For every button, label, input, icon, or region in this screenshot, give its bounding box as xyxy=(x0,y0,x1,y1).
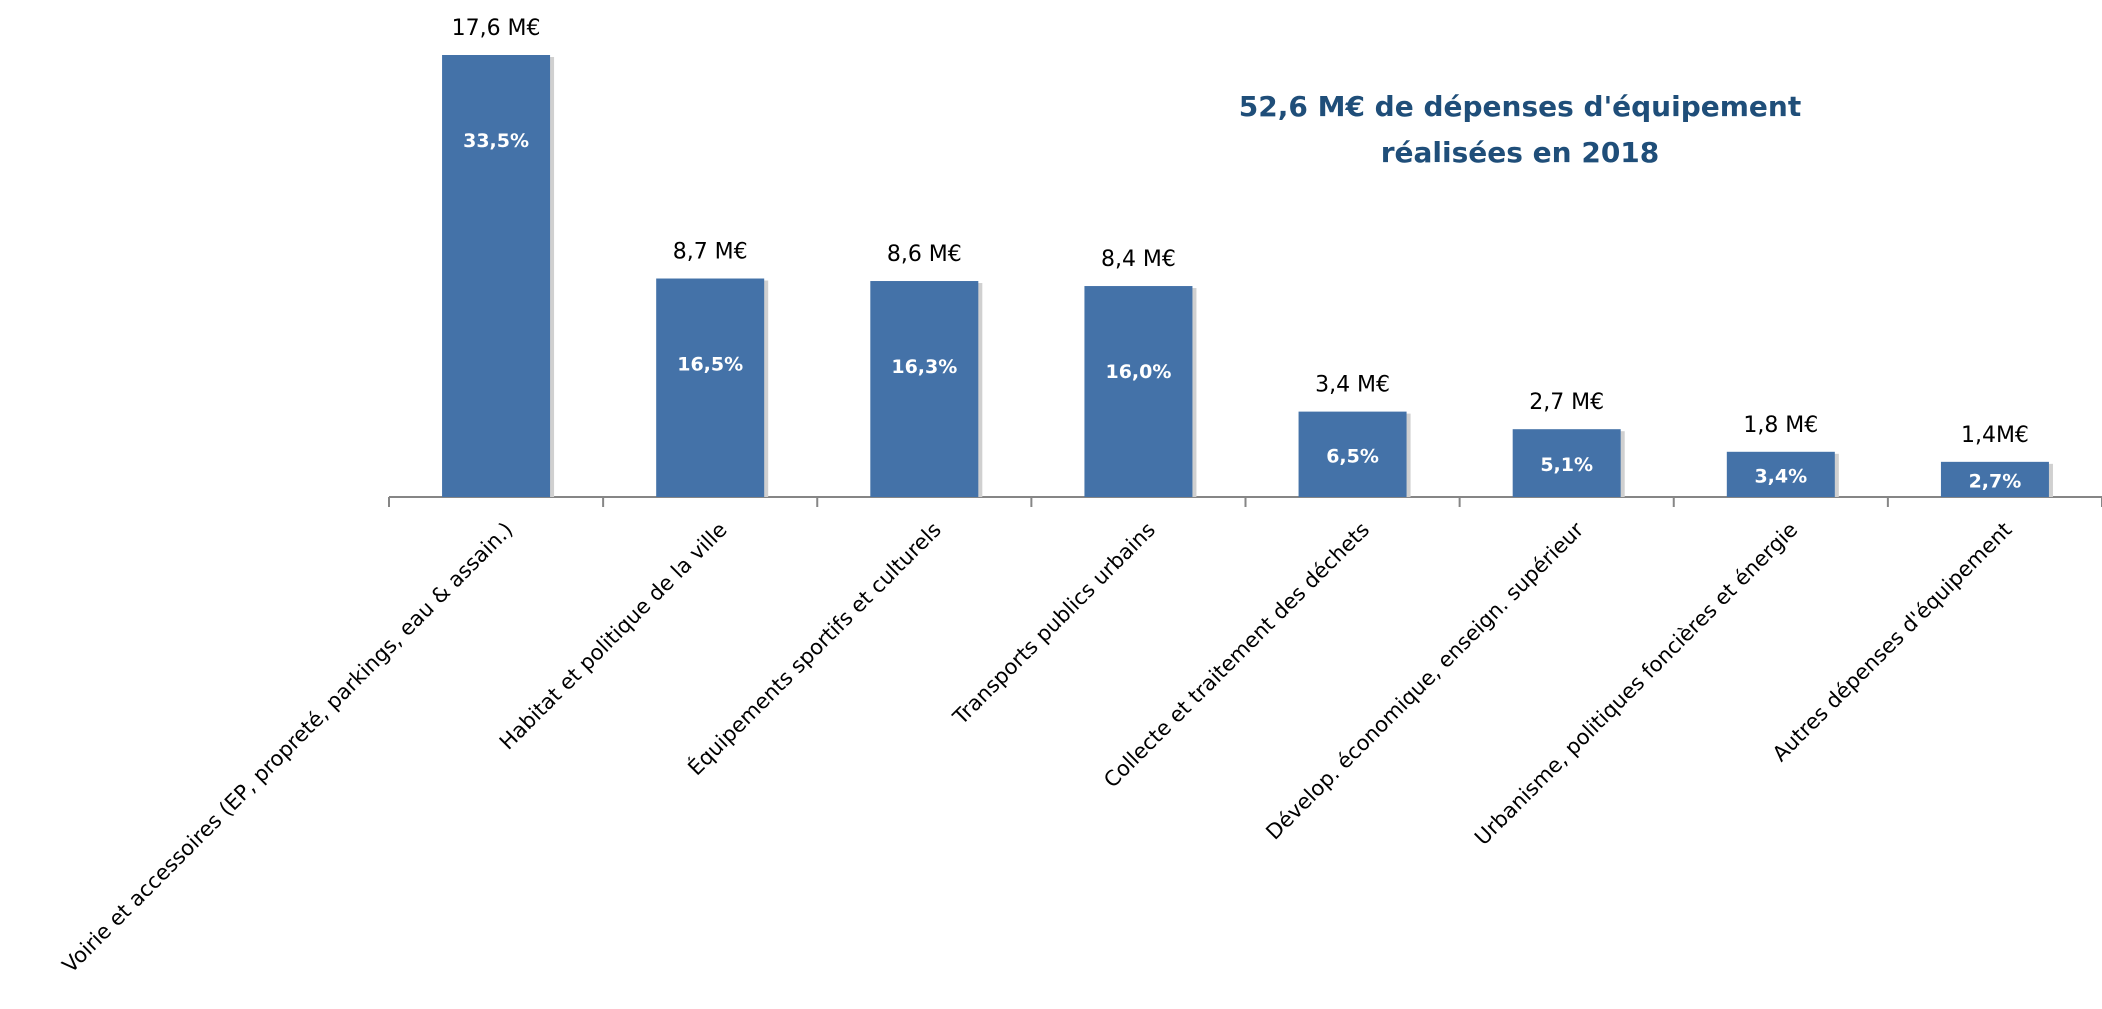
bar-value-label: 8,7 M€ xyxy=(673,240,748,265)
category-label: Voirie et accessoires (EP, propreté, par… xyxy=(58,518,518,978)
bar xyxy=(656,278,765,497)
bar-percent-label: 6,5% xyxy=(1326,445,1379,467)
category-label: Habitat et politique de la ville xyxy=(495,518,732,755)
bar-value-label: 8,6 M€ xyxy=(887,242,962,267)
bar-value-label: 17,6 M€ xyxy=(452,16,541,41)
chart-title-line-1: 52,6 M€ de dépenses d'équipement xyxy=(1238,90,1802,123)
bar-percent-label: 2,7% xyxy=(1969,470,2022,492)
bar xyxy=(1940,461,2049,497)
bar-percent-label: 16,3% xyxy=(891,356,957,378)
bar-value-label: 2,7 M€ xyxy=(1529,390,1604,415)
bar-percent-label: 5,1% xyxy=(1540,454,1593,476)
category-label: Autres dépenses d'équipement xyxy=(1768,518,2017,767)
bar xyxy=(1084,286,1193,497)
chart-title: 52,6 M€ de dépenses d'équipement réalisé… xyxy=(1160,84,1880,176)
chart-title-line-2: réalisées en 2018 xyxy=(1380,136,1660,169)
category-label: Transports publics urbains xyxy=(948,518,1160,730)
bar-percent-label: 3,4% xyxy=(1754,465,1807,487)
bar xyxy=(1512,429,1621,497)
bar-percent-label: 16,0% xyxy=(1105,361,1171,383)
bar xyxy=(442,55,551,497)
bar-value-label: 8,4 M€ xyxy=(1101,247,1176,272)
category-label: Équipements sportifs et culturels xyxy=(683,517,946,780)
bar-percent-label: 16,5% xyxy=(677,354,743,376)
bar xyxy=(870,281,979,497)
bar-percent-label: 33,5% xyxy=(463,130,529,152)
bar-value-label: 3,4 M€ xyxy=(1315,373,1390,398)
bar-value-label: 1,8 M€ xyxy=(1743,413,1818,438)
bar xyxy=(1726,451,1835,497)
bar-value-label: 1,4M€ xyxy=(1961,423,2029,448)
category-label: Collecte et traitement des déchets xyxy=(1099,518,1374,793)
bar xyxy=(1298,411,1407,497)
category-label: Urbanisme, politiques foncières et énerg… xyxy=(1470,518,1802,850)
